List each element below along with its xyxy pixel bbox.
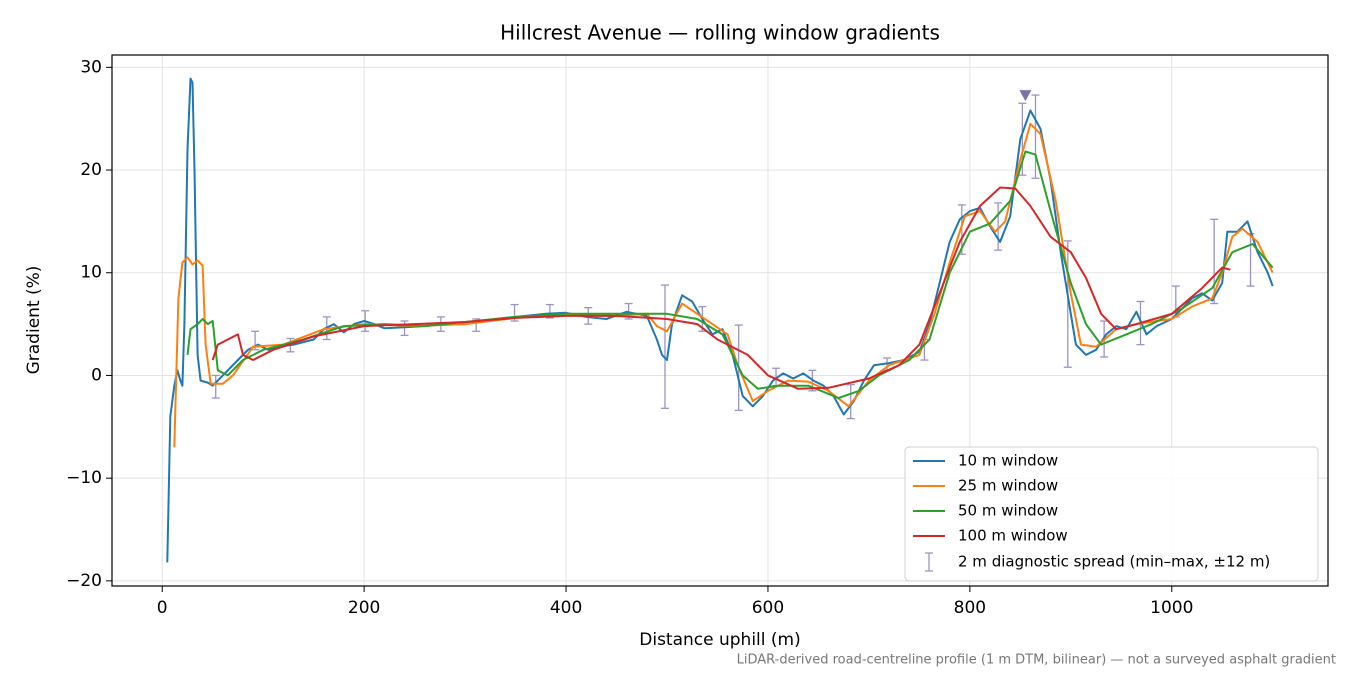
series-line — [173, 122, 1274, 448]
legend-box — [904, 446, 1319, 582]
x-tick-label: 800 — [954, 598, 986, 618]
legend-label: 100 m window — [958, 527, 1068, 545]
x-axis-label: Distance uphill (m) — [639, 630, 800, 650]
chart-title: Hillcrest Avenue — rolling window gradie… — [500, 21, 940, 45]
y-tick-label: 10 — [80, 263, 102, 283]
legend-label: 25 m window — [958, 477, 1058, 495]
legend-label: 10 m window — [958, 452, 1058, 470]
x-tick-label: 400 — [550, 598, 582, 618]
peak-marker — [1019, 90, 1032, 102]
x-tick-label: 0 — [157, 598, 168, 618]
series-line — [211, 186, 1231, 390]
y-tick-label: −20 — [66, 571, 102, 591]
y-tick-label: 20 — [80, 160, 102, 180]
y-tick-label: 0 — [91, 365, 102, 385]
y-axis-label: Gradient (%) — [24, 266, 44, 375]
legend-label: 50 m window — [958, 502, 1058, 520]
plot-area — [166, 77, 1274, 563]
x-tick-label: 200 — [348, 598, 380, 618]
axes-frame — [111, 54, 1329, 587]
y-tick-label: −10 — [66, 468, 102, 488]
x-tick-label: 1000 — [1150, 598, 1193, 618]
legend-label: 2 m diagnostic spread (min–max, ±12 m) — [958, 553, 1270, 571]
y-tick-label: 30 — [80, 57, 102, 77]
footnote: LiDAR-derived road-centreline profile (1… — [737, 653, 1336, 668]
x-tick-label: 600 — [752, 598, 784, 618]
series-line — [186, 150, 1274, 399]
